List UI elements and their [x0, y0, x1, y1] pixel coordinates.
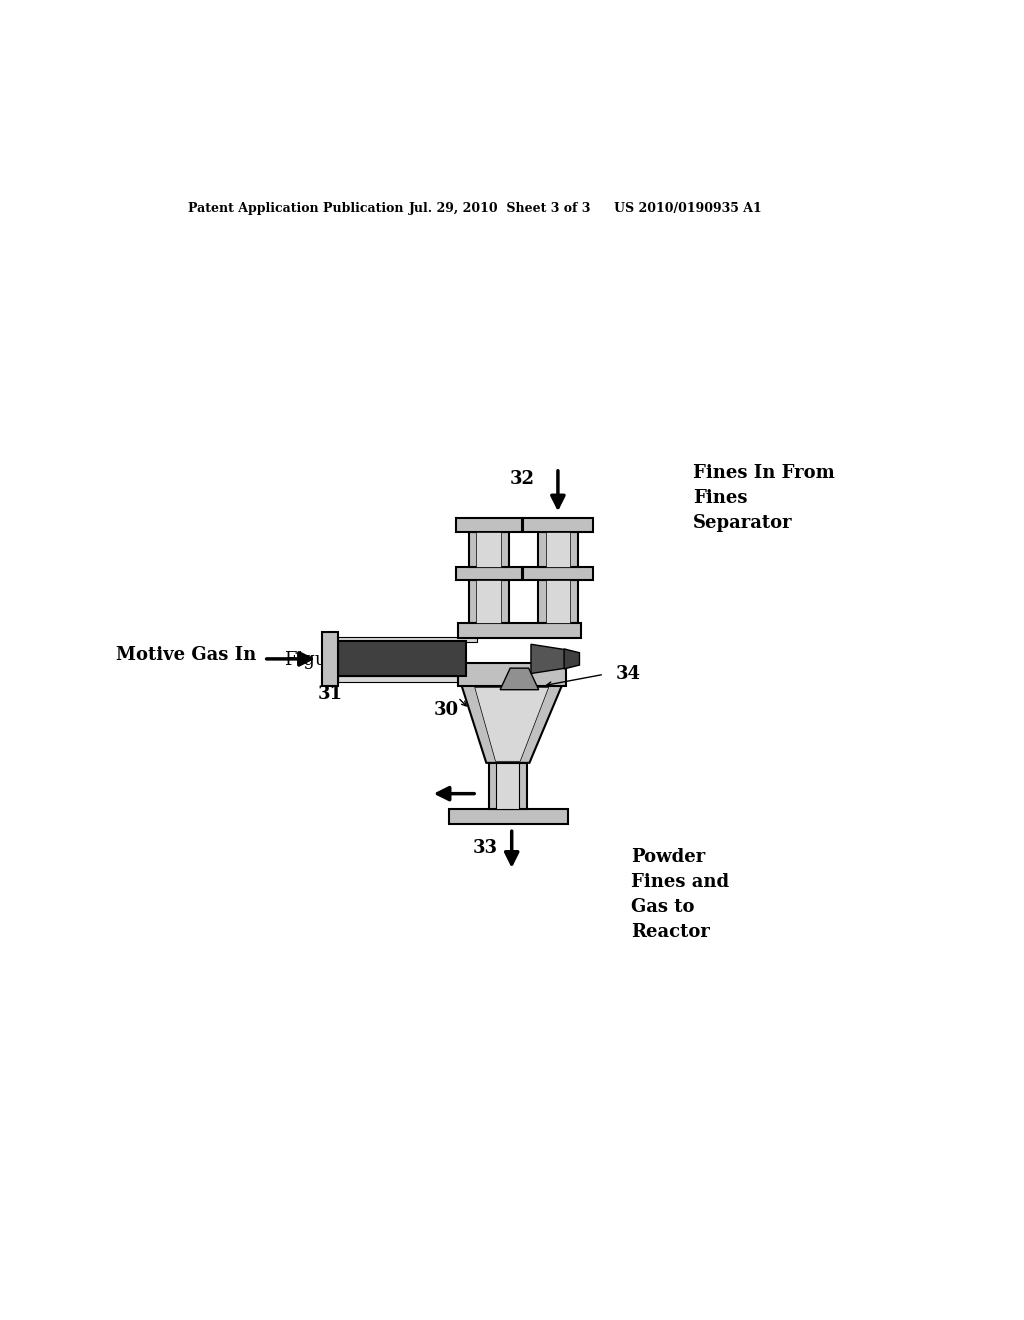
Bar — [339, 642, 466, 676]
Bar — [488, 763, 527, 809]
Text: 33: 33 — [473, 838, 498, 857]
Polygon shape — [500, 668, 539, 689]
Bar — [469, 581, 509, 623]
Text: Motive Gas In: Motive Gas In — [116, 645, 256, 664]
Bar — [538, 532, 578, 566]
Text: 31: 31 — [317, 685, 342, 704]
Bar — [538, 581, 578, 623]
Bar — [339, 638, 477, 642]
Bar — [458, 623, 581, 638]
Bar — [469, 532, 509, 566]
Polygon shape — [531, 644, 565, 673]
Text: 34: 34 — [615, 665, 641, 684]
Bar — [339, 676, 477, 682]
Text: Jul. 29, 2010  Sheet 3 of 3: Jul. 29, 2010 Sheet 3 of 3 — [410, 202, 592, 215]
Bar — [523, 517, 593, 532]
Bar — [457, 517, 521, 532]
Polygon shape — [462, 686, 562, 763]
Text: 30: 30 — [434, 701, 459, 719]
Text: Figure 3: Figure 3 — [285, 651, 362, 669]
Bar — [457, 566, 521, 581]
Polygon shape — [564, 649, 580, 669]
Text: 32: 32 — [510, 470, 535, 488]
Text: Patent Application Publication: Patent Application Publication — [188, 202, 403, 215]
Text: US 2010/0190935 A1: US 2010/0190935 A1 — [614, 202, 762, 215]
Bar — [546, 581, 570, 623]
Bar — [523, 566, 593, 581]
Polygon shape — [475, 688, 549, 762]
Bar — [546, 532, 570, 566]
Bar — [476, 532, 501, 566]
Bar — [322, 632, 339, 686]
Bar — [458, 663, 565, 686]
Bar — [476, 581, 501, 623]
Text: Powder
Fines and
Gas to
Reactor: Powder Fines and Gas to Reactor — [631, 847, 729, 941]
Text: Fines In From
Fines
Separator: Fines In From Fines Separator — [692, 465, 835, 532]
Bar — [497, 763, 519, 809]
Bar — [449, 809, 568, 825]
